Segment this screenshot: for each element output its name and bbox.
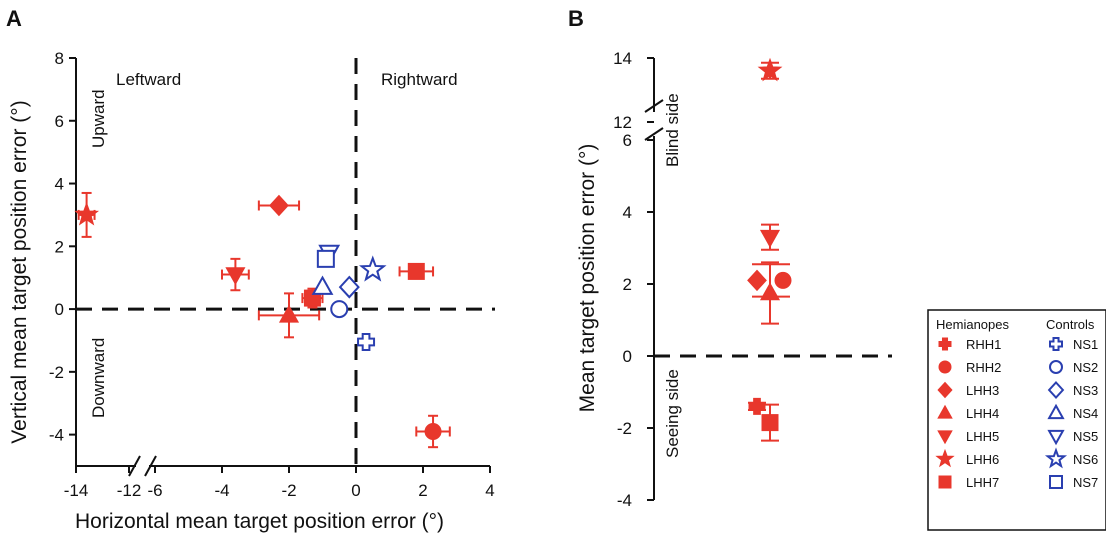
y-tick-label-a: 2 (55, 237, 64, 256)
region-label-leftward: Leftward (116, 70, 181, 89)
panel-a-plot: -4 -2 0 2 4 6 8 -14 -12 -6 -4 -2 0 2 4 (49, 49, 495, 500)
y-tick-label-b: 12 (613, 113, 632, 132)
data-point-b-lhh3 (747, 269, 767, 292)
legend-box (927, 309, 1106, 531)
legend-title-controls: Controls (1046, 317, 1095, 332)
axis-break-mark (128, 455, 141, 477)
legend-label-ns3: NS3 (1073, 383, 1098, 398)
legend-marker-lhh5 (937, 430, 953, 445)
x-tick-label-a: -14 (64, 481, 89, 500)
legend-label-lhh7: LHH7 (966, 475, 999, 490)
x-tick-label-a: 0 (351, 481, 360, 500)
x-tick-label-a: 2 (418, 481, 427, 500)
legend-label-ns7: NS7 (1073, 475, 1098, 490)
axis-break-mark (644, 99, 664, 113)
y-tick-label-b: 0 (623, 347, 632, 366)
legend-title-hemianopes: Hemianopes (936, 317, 1009, 332)
legend-label-ns1: NS1 (1073, 337, 1098, 352)
y-tick-label-a: -2 (49, 363, 64, 382)
legend-label-ns6: NS6 (1073, 452, 1098, 467)
legend-marker-rhh2 (938, 360, 952, 374)
region-label-blind-side: Blind side (663, 93, 682, 167)
data-point-ns6 (358, 255, 387, 282)
legend-marker-lhh3 (937, 381, 953, 399)
x-tick-label-a: -2 (281, 481, 296, 500)
legend-marker-ns6 (1044, 447, 1068, 469)
y-tick-label-b: 2 (623, 275, 632, 294)
legend-marker-lhh6 (935, 448, 955, 468)
y-tick-label-a: 0 (55, 300, 64, 319)
y-tick-label-b: 6 (623, 131, 632, 150)
region-label-upward: Upward (89, 89, 108, 148)
legend-label-rhh2: RHH2 (966, 360, 1001, 375)
legend-label-ns5: NS5 (1073, 429, 1098, 444)
data-point-lhh4 (278, 304, 300, 323)
legend-label-lhh5: LHH5 (966, 429, 999, 444)
data-point-b-rhh1 (748, 397, 766, 415)
data-point-lhh3 (269, 194, 289, 217)
legend-marker-rhh1 (938, 337, 952, 351)
y-tick-label-b: -2 (617, 419, 632, 438)
x-tick-label-a: -12 (117, 481, 142, 500)
data-point-ns3 (338, 275, 360, 299)
region-label-downward: Downward (89, 338, 108, 418)
y-tick-label-a: -4 (49, 426, 64, 445)
data-point-lhh6 (74, 201, 100, 226)
y-tick-label-b: 4 (623, 203, 632, 222)
data-point-lhh7 (407, 262, 425, 280)
y-tick-label-a: 6 (55, 112, 64, 131)
legend-label-ns4: NS4 (1073, 406, 1098, 421)
y-tick-label-a: 4 (55, 175, 64, 194)
legend-marker-ns7 (1049, 475, 1063, 489)
data-point-ns4 (311, 275, 334, 295)
panel-label-b: B (568, 6, 584, 31)
y-tick-label-b: 14 (613, 49, 632, 68)
x-tick-label-a: -4 (214, 481, 229, 500)
data-point-b-lhh4 (759, 282, 781, 301)
y-tick-label-a: 8 (55, 49, 64, 68)
axis-break-mark (144, 455, 157, 477)
x-tick-label-a: 4 (485, 481, 494, 500)
data-point-ns7 (316, 249, 335, 268)
legend-marker-ns2 (1049, 360, 1063, 374)
data-point-ns2 (330, 300, 349, 319)
data-point-b-lhh6 (757, 57, 783, 82)
legend-label-lhh6: LHH6 (966, 452, 999, 467)
legend-marker-ns1 (1049, 337, 1063, 351)
legend-marker-lhh7 (938, 475, 952, 489)
data-point-rhh2 (424, 422, 442, 440)
y-tick-label-b: -4 (617, 491, 632, 510)
legend-marker-ns5 (1047, 429, 1065, 446)
panel-b-plot: -4 -2 0 2 4 612 14 (613, 49, 892, 510)
region-label-rightward: Rightward (381, 70, 458, 89)
legend-label-ns2: NS2 (1073, 360, 1098, 375)
data-point-b-lhh7 (761, 414, 779, 432)
legend-label-lhh4: LHH4 (966, 406, 999, 421)
legend-entries: RHH1 RHH2 LHH3 LHH4 LHH5 LHH6 LHH7 NS1 NS2 NS3 NS4… (935, 337, 1098, 490)
x-axis-title-a: Horizontal mean target position error (°… (75, 510, 444, 533)
legend-label-lhh3: LHH3 (966, 383, 999, 398)
x-tick-label-a: -6 (147, 481, 162, 500)
legend-marker-ns4 (1047, 403, 1065, 420)
region-label-seeing-side: Seeing side (663, 369, 682, 458)
data-point-b-lhh5 (759, 229, 781, 248)
legend-marker-lhh4 (937, 404, 953, 419)
data-point-ns1 (357, 333, 376, 352)
y-axis-title-a: Vertical mean target position error (°) (8, 100, 31, 443)
data-point-lhh5 (225, 267, 246, 286)
panel-label-a: A (6, 6, 22, 31)
y-axis-title-b: Mean target position error (°) (576, 144, 599, 413)
axis-break-mark (644, 127, 664, 141)
legend-label-rhh1: RHH1 (966, 337, 1001, 352)
data-point-b-rhh2 (774, 271, 792, 289)
legend-marker-ns3 (1047, 381, 1065, 399)
